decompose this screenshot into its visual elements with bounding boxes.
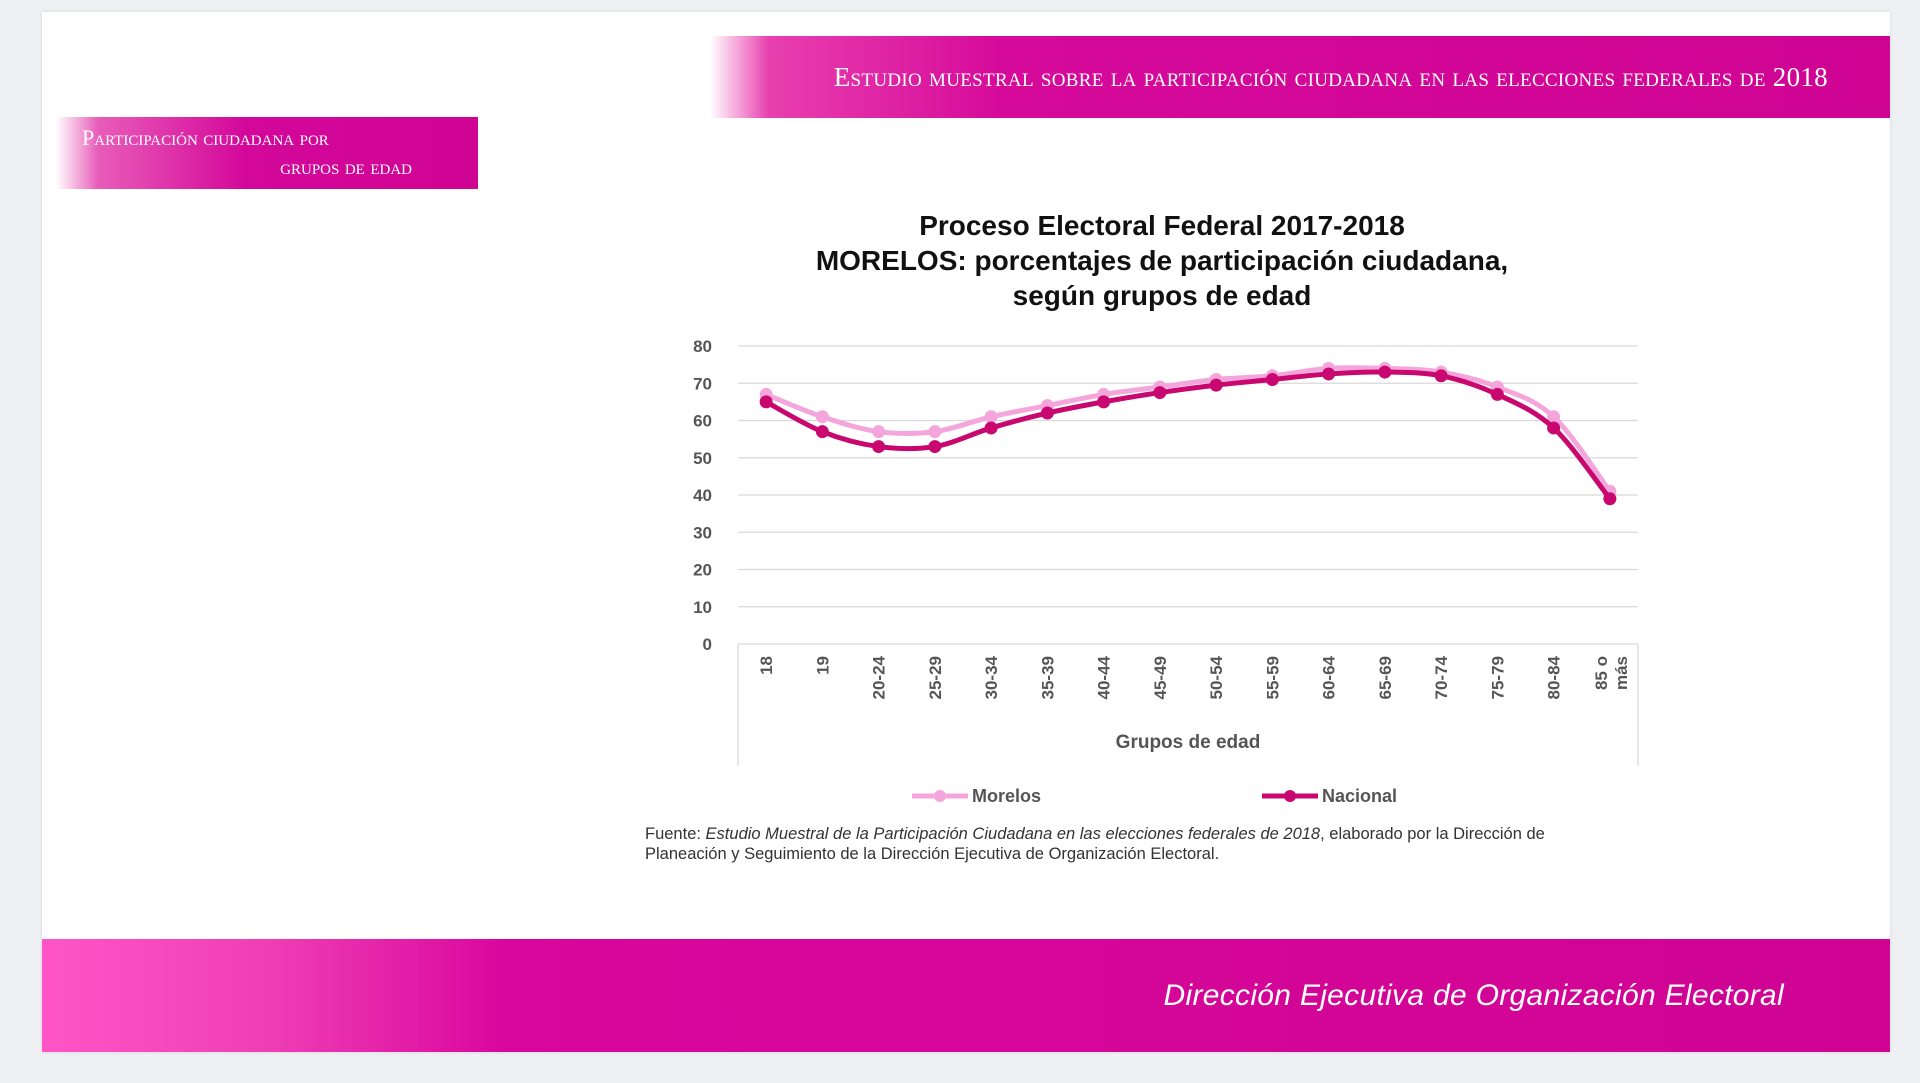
source-prefix: Fuente: — [645, 825, 706, 843]
x-tick-5: 35-39 — [1038, 656, 1057, 699]
x-tick-3: 25-29 — [926, 656, 945, 699]
source-suffix: , elaborado por la Dirección de Planeaci… — [645, 825, 1545, 863]
legend-label-nacional: Nacional — [1322, 786, 1397, 806]
point-nacional-12 — [1434, 369, 1448, 383]
x-tick-9: 55-59 — [1263, 656, 1282, 699]
legend-label-morelos: Morelos — [972, 786, 1041, 806]
point-nacional-9 — [1265, 373, 1279, 387]
point-nacional-1 — [815, 425, 829, 439]
chart-title: Proceso Electoral Federal 2017-2018 MORE… — [642, 208, 1682, 313]
x-tick-15-0: 85 o — [1592, 656, 1611, 690]
x-tick-7: 45-49 — [1151, 656, 1170, 699]
point-nacional-7 — [1153, 386, 1167, 400]
y-tick-50: 50 — [693, 449, 712, 468]
series-line-nacional — [764, 369, 1612, 501]
x-tick-13: 75-79 — [1488, 656, 1507, 699]
x-tick-labels: 18 19 20-24 25-29 30-34 35-39 40-44 45-49 50-54 5… — [757, 655, 1631, 699]
y-tick-80: 80 — [693, 337, 712, 356]
point-nacional-11 — [1378, 365, 1392, 379]
section-label: Participación ciudadana por grupos de ed… — [56, 117, 478, 189]
x-tick-11: 65-69 — [1376, 656, 1395, 699]
gridlines — [737, 345, 1639, 766]
section-label-line1: Participación ciudadana por — [82, 125, 329, 150]
x-tick-12: 70-74 — [1432, 655, 1451, 699]
point-nacional-8 — [1209, 378, 1223, 392]
series-line-morelos — [765, 365, 1612, 493]
chart-title-line-2: MORELOS: porcentajes de participación ci… — [815, 245, 1509, 276]
y-tick-30: 30 — [693, 523, 712, 542]
point-morelos-14 — [1547, 410, 1561, 424]
chart-title-line-1: Proceso Electoral Federal 2017-2018 — [919, 210, 1405, 241]
x-tick-10: 60-64 — [1320, 655, 1339, 699]
x-tick-15-1: más — [1612, 656, 1631, 690]
point-nacional-0 — [759, 395, 773, 409]
line-chart: 0 10 20 30 40 50 60 70 80 18 19 20-24 25-29 30-34 35-… — [693, 337, 1639, 806]
x-tick-8: 50-54 — [1207, 655, 1226, 699]
point-morelos-2 — [872, 425, 886, 439]
y-tick-40: 40 — [693, 486, 712, 505]
x-tick-4: 30-34 — [982, 655, 1001, 699]
point-nacional-4 — [984, 421, 998, 435]
y-tick-70: 70 — [693, 374, 712, 393]
y-tick-labels: 0 10 20 30 40 50 60 70 80 — [693, 337, 712, 654]
x-tick-1: 19 — [813, 656, 832, 675]
point-nacional-5 — [1040, 406, 1054, 420]
point-morelos-1 — [815, 410, 829, 424]
legend: Morelos Nacional — [912, 786, 1397, 806]
point-nacional-15 — [1603, 492, 1617, 506]
footer-bar: Dirección Ejecutiva de Organización Elec… — [42, 939, 1890, 1052]
point-nacional-6 — [1097, 395, 1111, 409]
point-nacional-2 — [872, 440, 886, 454]
x-tick-2: 20-24 — [870, 655, 889, 699]
y-tick-20: 20 — [693, 561, 712, 580]
footer-text: Dirección Ejecutiva de Organización Elec… — [1163, 978, 1784, 1012]
chart-title-line-3: según grupos de edad — [1012, 280, 1312, 311]
y-tick-0: 0 — [703, 635, 712, 654]
top-banner: Estudio muestral sobre la participación … — [710, 36, 1890, 118]
legend-marker-morelos — [934, 790, 946, 802]
source-title: Estudio Muestral de la Participación Ciu… — [705, 825, 1321, 843]
y-tick-60: 60 — [693, 412, 712, 431]
x-tick-14: 80-84 — [1545, 655, 1564, 699]
x-tick-0: 18 — [757, 656, 776, 675]
source-note: Fuente: Estudio Muestral de la Participa… — [645, 824, 1610, 864]
x-tick-6: 40-44 — [1095, 655, 1114, 699]
point-nacional-13 — [1490, 387, 1504, 401]
section-label-line2: grupos de edad — [280, 154, 412, 179]
point-nacional-14 — [1547, 421, 1561, 435]
series-layer — [759, 361, 1617, 506]
banner-title: Estudio muestral sobre la participación … — [833, 61, 1828, 92]
slide: Estudio muestral sobre la participación … — [42, 12, 1890, 1052]
point-nacional-10 — [1322, 367, 1336, 381]
point-morelos-3 — [928, 425, 942, 439]
y-tick-10: 10 — [693, 598, 712, 617]
point-nacional-3 — [928, 440, 942, 454]
x-axis-title: Grupos de edad — [1116, 732, 1261, 753]
point-morelos-4 — [984, 410, 998, 424]
legend-marker-nacional — [1284, 790, 1296, 802]
